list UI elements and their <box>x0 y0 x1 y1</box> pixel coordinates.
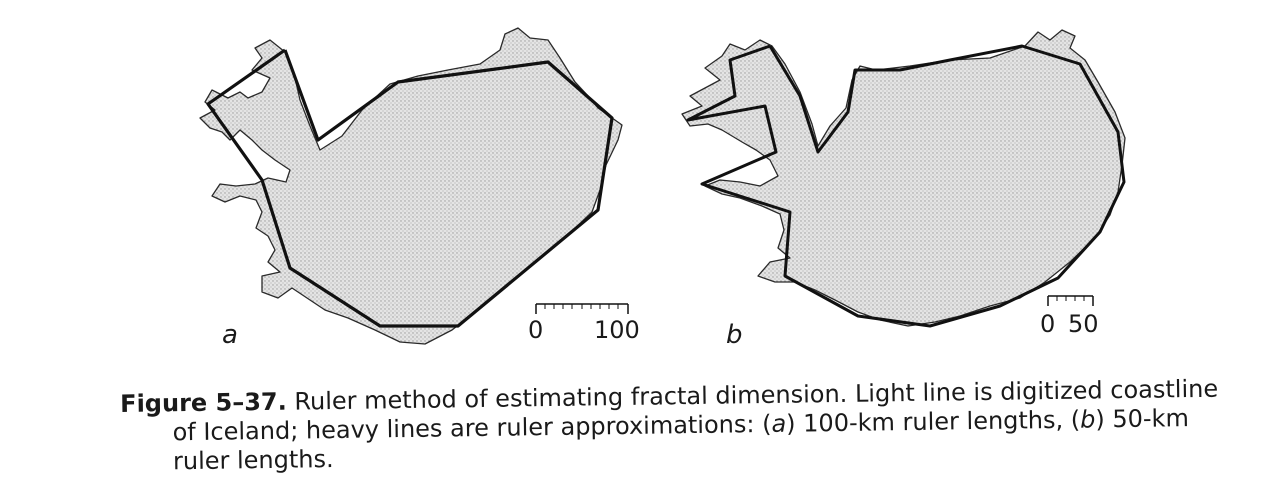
panel-b-ruler-line <box>686 44 1126 328</box>
panel-b-map <box>681 29 1126 328</box>
figure-caption: Figure 5–37. Ruler method of estimating … <box>120 375 1218 477</box>
caption-text-3: ruler lengths. <box>172 445 334 476</box>
panel-b-label: b <box>726 320 743 350</box>
caption-ref-b: b <box>1079 405 1096 434</box>
panel-b-scale-start: 0 <box>1040 310 1056 338</box>
panel-a-coastline <box>199 27 623 345</box>
panel-b-coastline <box>681 29 1126 327</box>
panel-b-scale-bar <box>1047 295 1094 306</box>
panel-a-ruler-line <box>206 48 614 328</box>
panel-a-scale-end: 100 <box>594 316 640 344</box>
caption-text-2b: ) 100-km ruler lengths, ( <box>785 405 1081 438</box>
figure-number: Figure 5–37. <box>120 387 287 418</box>
panel-a-label: a <box>222 320 238 350</box>
panel-b-scale-end: 50 <box>1068 310 1099 338</box>
panel-a-map <box>199 27 629 345</box>
caption-ref-a: a <box>771 409 787 438</box>
caption-text-2c: ) 50-km <box>1095 404 1190 434</box>
iceland-figure <box>199 27 1126 345</box>
panel-a-scale-start: 0 <box>528 316 544 344</box>
panel-a-scale-bar <box>535 303 629 314</box>
